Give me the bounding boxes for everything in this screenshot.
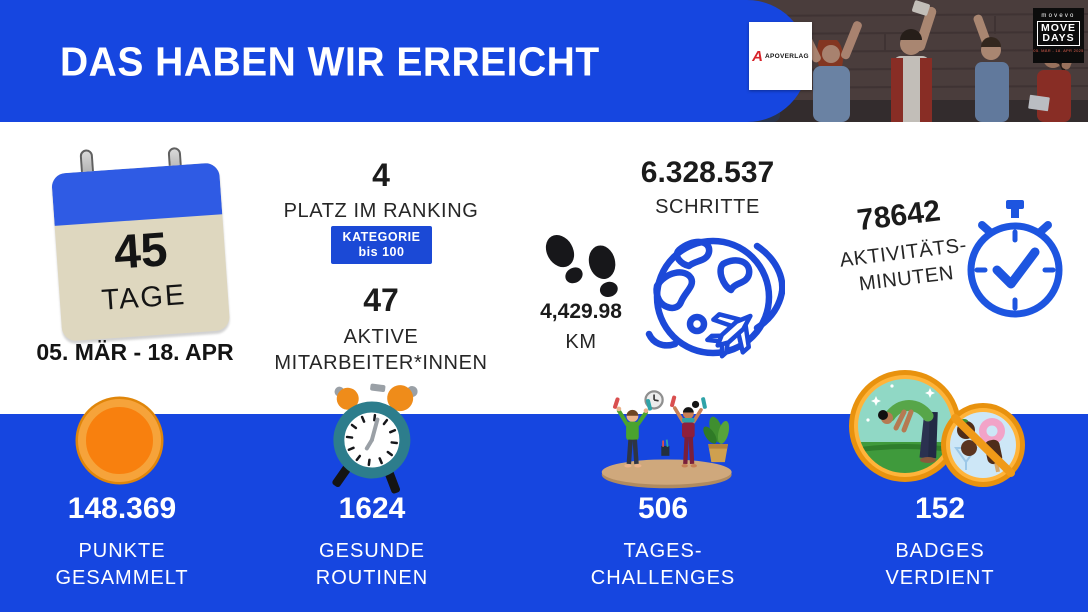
distance-block: 4,429.98 KM bbox=[506, 300, 656, 355]
challenges-line1: TAGES- bbox=[623, 540, 703, 562]
routines-line2: ROUTINEN bbox=[315, 567, 429, 589]
points-value: 148.369 bbox=[67, 492, 177, 525]
footprints-icon bbox=[545, 234, 618, 298]
movevo-brand: movevo bbox=[1041, 13, 1076, 19]
apoverlag-name: APOVERLAG bbox=[764, 52, 809, 60]
apoverlag-logo: A APOVERLAG bbox=[749, 22, 812, 90]
activity-minutes-block: 78642 AKTIVITÄTS- MINUTEN bbox=[815, 190, 990, 302]
employees-value: 47 bbox=[363, 282, 399, 318]
stopwatch-icon bbox=[967, 200, 1063, 318]
steps-value: 6.328.537 bbox=[640, 156, 775, 189]
header-band: DAS HABEN WIR ERREICHT bbox=[0, 0, 808, 122]
calendar-icon: 45 TAGE bbox=[50, 140, 231, 343]
challenge-people-icon bbox=[601, 390, 732, 489]
points-line2: GESAMMELT bbox=[55, 567, 189, 589]
employees-line2: MITARBEITER*INNEN bbox=[274, 351, 488, 374]
calendar-band bbox=[51, 162, 223, 226]
distance-unit: KM bbox=[565, 330, 597, 353]
coin-icon bbox=[78, 399, 161, 482]
no-sweets-badge-icon bbox=[941, 403, 1025, 487]
movevo-line1: MOVE bbox=[1041, 22, 1076, 34]
points-block: 148.369 PUNKTE GESAMMELT bbox=[12, 494, 232, 592]
challenges-value: 506 bbox=[637, 492, 689, 525]
badges-icon bbox=[849, 370, 1025, 487]
date-range: 05. MÄR - 18. APR bbox=[36, 339, 234, 365]
movevo-line2: DAYS bbox=[1042, 32, 1075, 44]
movevo-dates: 05. MÄR - 18. APR 2025 bbox=[1033, 48, 1084, 53]
badges-value: 152 bbox=[914, 492, 966, 525]
badges-line2: VERDIENT bbox=[885, 567, 995, 589]
routines-line1: GESUNDE bbox=[319, 540, 425, 562]
days-unit: TAGE bbox=[100, 278, 188, 317]
yoga-badge-icon bbox=[849, 370, 961, 482]
category-title: KATEGORIE bbox=[342, 230, 421, 244]
plant bbox=[703, 416, 730, 463]
category-value: bis 100 bbox=[358, 245, 405, 259]
distance-value: 4,429.98 bbox=[540, 300, 622, 323]
ranking-value: 4 bbox=[372, 157, 390, 193]
calendar-body: 45 TAGE bbox=[51, 162, 231, 342]
ranking-label: PLATZ IM RANKING bbox=[283, 199, 479, 222]
alarm-clock-icon bbox=[332, 383, 418, 494]
routines-value: 1624 bbox=[338, 492, 406, 525]
movevo-logo: movevo MOVE DAYS 05. MÄR - 18. APR 2025 bbox=[1033, 8, 1084, 63]
page-title: DAS HABEN WIR ERREICHT bbox=[60, 40, 600, 85]
challenges-line2: CHALLENGES bbox=[590, 567, 736, 589]
points-line1: PUNKTE bbox=[78, 540, 166, 562]
globe-plane-icon bbox=[645, 237, 785, 359]
employees-line1: AKTIVE bbox=[343, 325, 419, 348]
woman-figure bbox=[670, 395, 707, 468]
routines-block: 1624 GESUNDE ROUTINEN bbox=[262, 494, 482, 592]
badges-line1: BADGES bbox=[895, 540, 985, 562]
ranking-block: 4 PLATZ IM RANKING bbox=[256, 158, 506, 224]
apoverlag-a-icon: A bbox=[752, 47, 763, 65]
man-figure bbox=[612, 397, 652, 468]
days-value: 45 bbox=[112, 223, 170, 280]
steps-block: 6.328.537 SCHRITTE bbox=[605, 156, 810, 220]
steps-label: SCHRITTE bbox=[655, 196, 760, 219]
category-chip: KATEGORIE bis 100 bbox=[331, 226, 432, 264]
employees-block: 47 AKTIVE MITARBEITER*INNEN bbox=[256, 283, 506, 376]
challenges-block: 506 TAGES- CHALLENGES bbox=[553, 494, 773, 592]
movevo-box: MOVE DAYS bbox=[1037, 21, 1080, 46]
badges-block: 152 BADGES VERDIENT bbox=[830, 494, 1050, 592]
